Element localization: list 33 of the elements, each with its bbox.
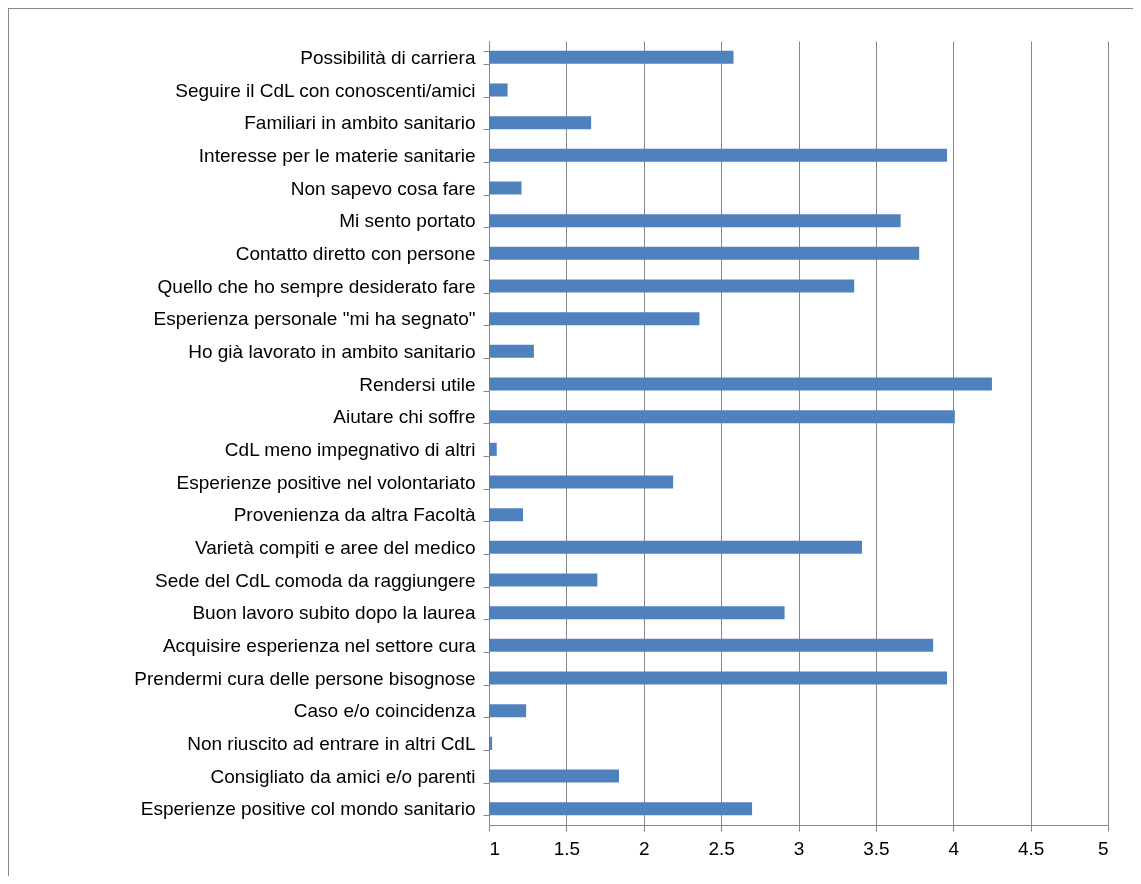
y-tick-label: Sede del CdL comoda da raggiungere: [155, 569, 476, 591]
y-tick-label: Non riuscito ad entrare in altri CdL: [187, 732, 476, 754]
y-tick-label: Possibilità di carriera: [300, 46, 476, 68]
y-tick-label: Mi sento portato: [339, 210, 476, 232]
y-tick-label: Non sapevo cosa fare: [290, 177, 476, 199]
x-tick-label: 1: [489, 837, 501, 859]
y-tick-label: Prendermi cura delle persone bisognose: [134, 667, 476, 689]
y-tick-label: Ho già lavorato in ambito sanitario: [188, 340, 476, 362]
y-tick-label: Seguire il CdL con conoscenti/amici: [175, 79, 476, 101]
y-tick-label: Esperienza personale "mi ha segnato": [153, 308, 476, 330]
y-tick-label: Provenienza da altra Facoltà: [233, 504, 476, 526]
y-tick-label: Quello che ho sempre desiderato fare: [157, 275, 476, 297]
x-tick-label: 4: [948, 837, 960, 859]
x-tick-label: 2: [638, 837, 650, 859]
y-tick-label: Esperienze positive col mondo sanitario: [140, 798, 476, 820]
y-tick-label: CdL meno impegnativo di altri: [224, 438, 476, 460]
y-tick-label: Acquisire esperienza nel settore cura: [162, 634, 476, 656]
y-tick-label: Aiutare chi soffre: [333, 406, 476, 428]
y-tick-label: Buon lavoro subito dopo la laurea: [192, 602, 476, 624]
y-tick-label: Esperienze positive nel volontariato: [176, 471, 476, 493]
y-tick-label: Interesse per le materie sanitarie: [198, 144, 476, 166]
y-tick-label: Caso e/o coincidenza: [293, 700, 476, 722]
x-tick-label: 1.5: [553, 837, 581, 859]
y-tick-label: Contatto diretto con persone: [235, 242, 476, 264]
y-tick-label: Familiari in ambito sanitario: [244, 112, 476, 134]
y-tick-label: Rendersi utile: [359, 373, 476, 395]
x-tick-label: 3.5: [863, 837, 890, 859]
x-tick-label: 2.5: [708, 837, 735, 859]
x-tick-label: 3: [793, 837, 805, 859]
x-tick-label: 5: [1097, 837, 1109, 859]
x-tick-label: 4.5: [1017, 837, 1045, 859]
y-tick-label: Consigliato da amici e/o parenti: [210, 765, 476, 787]
y-tick-label: Varietà compiti e aree del medico: [194, 536, 476, 558]
